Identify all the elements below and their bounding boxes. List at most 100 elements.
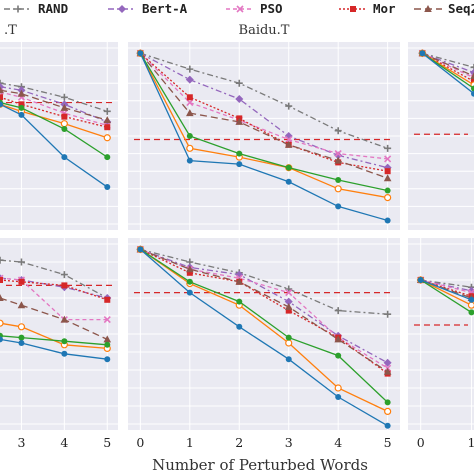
data-point: [104, 356, 111, 363]
data-point: [334, 335, 342, 343]
data-point: [383, 367, 392, 375]
series-line: [139, 248, 388, 427]
series-line: [0, 101, 108, 158]
series-seq2sick: [136, 49, 392, 182]
legend-item-bert-a: Bert-A: [108, 1, 188, 16]
series-line: [0, 322, 108, 350]
data-point: [104, 124, 111, 131]
panel-title: Baidu.T: [239, 23, 290, 38]
series-line: [140, 248, 389, 375]
panel-plot-area: [408, 47, 474, 225]
series-seq2sick: [0, 294, 112, 343]
data-point: [285, 164, 292, 171]
panel-plot-area: [408, 238, 474, 430]
series-line: [422, 52, 474, 68]
data-point: [0, 319, 4, 327]
series-line: [140, 52, 388, 169]
data-point: [285, 135, 293, 144]
series-line: [421, 52, 474, 95]
series-line: [420, 279, 472, 306]
data-point: [383, 358, 392, 367]
data-point: [335, 177, 342, 183]
data-point: [236, 161, 243, 168]
data-point: [235, 117, 244, 125]
panel-top-middle: Baidu.T: [128, 23, 400, 230]
legend-item-seq2sick: Seq2sick: [414, 1, 474, 16]
x-tick-label: 0: [417, 435, 425, 450]
x-tick-label: 4: [334, 435, 342, 450]
series-line: [0, 297, 108, 340]
data-point: [17, 89, 26, 97]
series-green: [0, 99, 111, 161]
data-point: [0, 277, 3, 283]
data-point: [60, 315, 69, 323]
series-line: [139, 52, 388, 192]
data-point: [60, 103, 69, 111]
data-point: [61, 154, 68, 161]
data-point: [285, 334, 292, 341]
data-point: [17, 323, 26, 331]
data-point: [334, 384, 342, 392]
panel-top-left: .T: [0, 23, 118, 230]
data-point: [285, 289, 293, 297]
panel-plot-area: [0, 42, 118, 230]
data-point: [186, 94, 193, 101]
legend-label: Bert-A: [142, 1, 188, 16]
data-point: [18, 101, 25, 108]
series-line: [0, 89, 108, 121]
data-point: [103, 107, 111, 115]
data-point: [236, 323, 243, 330]
panels: .T Baidu.T3 4 5 0 1 2 3 4 5 0 1: [0, 23, 474, 450]
data-point: [468, 309, 474, 316]
x-axis-label: Number of Perturbed Words: [152, 456, 368, 474]
series-line: [422, 52, 474, 74]
data-point: [103, 116, 112, 124]
series-line: [139, 52, 388, 160]
panel-plot-area: [0, 238, 118, 430]
legend: RAND Bert-A PSO Mor Seq2sick: [4, 1, 474, 16]
series-line: [0, 103, 108, 188]
series-line: [0, 335, 108, 346]
data-point: [18, 104, 25, 111]
x-tick-label: 3: [285, 435, 293, 450]
data-point: [285, 178, 292, 185]
series-line: [420, 279, 472, 299]
data-point: [335, 394, 342, 400]
legend-item-mor: Mor: [339, 1, 396, 16]
data-point: [384, 407, 392, 415]
data-point: [471, 85, 474, 92]
legend-marker: [14, 5, 22, 13]
data-point: [335, 352, 342, 359]
x-tick-label: 0: [136, 435, 144, 450]
series-line: [420, 279, 472, 292]
data-point: [384, 399, 391, 406]
legend-label: Mor: [373, 1, 396, 16]
data-point: [467, 301, 474, 309]
data-point: [470, 63, 474, 71]
data-point: [334, 156, 342, 164]
data-point: [17, 301, 26, 309]
data-point: [384, 144, 392, 152]
data-point: [104, 184, 111, 191]
data-point: [417, 277, 424, 283]
data-point: [334, 185, 342, 193]
series-blue: [137, 50, 391, 224]
data-point: [468, 296, 474, 303]
data-point: [186, 133, 193, 139]
data-point: [103, 316, 111, 324]
data-point: [186, 265, 194, 273]
data-point: [284, 297, 293, 306]
data-point: [61, 338, 68, 345]
series-blue: [0, 101, 111, 191]
legend-marker: [424, 5, 432, 12]
data-point: [18, 278, 25, 285]
data-point: [235, 79, 243, 87]
data-point: [186, 144, 194, 152]
data-point: [384, 310, 392, 318]
series-line: [139, 53, 388, 222]
series-line: [0, 96, 108, 128]
series-line: [420, 279, 472, 288]
data-point: [186, 289, 193, 296]
legend-marker: [350, 6, 356, 12]
